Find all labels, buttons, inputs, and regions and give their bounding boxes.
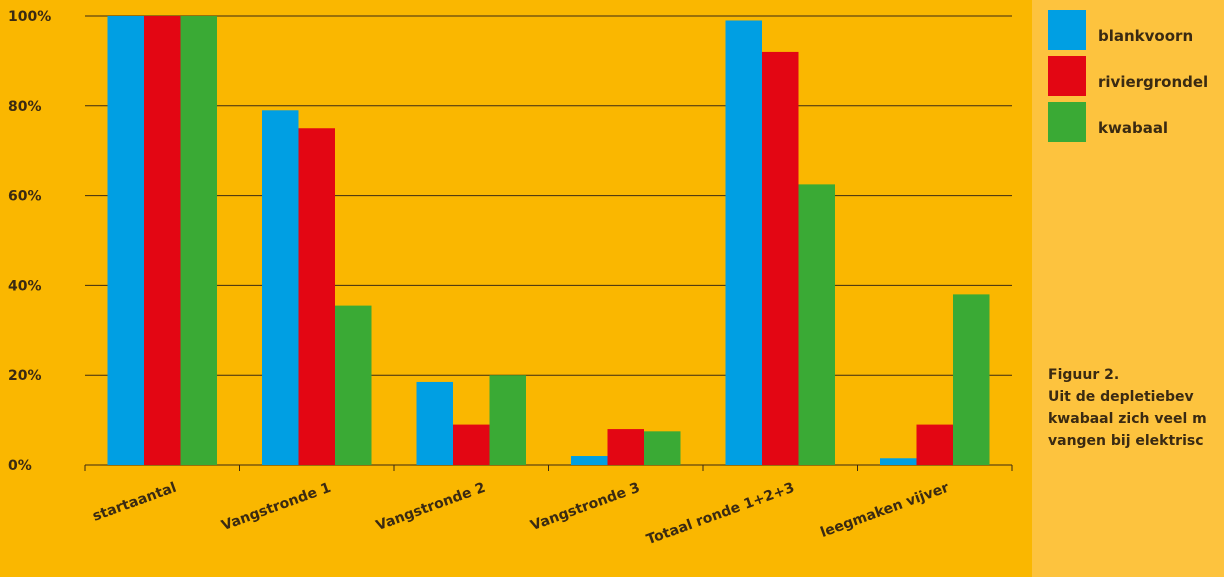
bar [798,184,835,465]
bar [262,110,299,465]
bar [880,458,917,465]
y-tick-label: 0% [8,458,32,474]
bar [762,51,799,466]
bar [607,429,644,465]
bar [416,381,453,465]
legend-label: riviergrondel [1098,73,1209,91]
x-category-label: Vangstronde 1 [219,480,333,534]
x-category-label: Totaal ronde 1+2+3 [644,480,796,548]
legend-swatch [1048,102,1086,142]
legend-swatch [1048,10,1086,50]
y-tick-label: 100% [8,9,51,25]
bar [916,424,953,465]
legend-label: kwabaal [1098,119,1169,137]
legend-label: blankvoorn [1098,27,1194,45]
bar [298,128,335,465]
bar [644,431,681,465]
x-category-label: startaantal [91,480,179,525]
x-category-label: Vangstronde 3 [528,480,642,534]
bar [571,456,608,465]
bar [725,20,762,466]
y-tick-label: 40% [8,278,42,294]
bar-chart: 0% 20% 40% 60% 80% 100% startaantal Vangstronde… [8,9,1013,548]
caption-line-1: Uit de depletiebev [1048,389,1194,405]
bar [144,16,181,465]
figure-caption: Figuur 2. Uit de depletiebev kwabaal zic… [1048,364,1224,452]
bar [180,16,217,465]
y-tick-label: 80% [8,99,42,115]
y-tick-label: 20% [8,368,42,384]
legend-swatch [1048,56,1086,96]
caption-heading: Figuur 2. [1048,367,1120,383]
y-tick-label: 60% [8,189,42,205]
bar [107,16,144,465]
caption-line-3: vangen bij elektrisc [1048,433,1204,449]
x-category-label: leegmaken vijver [818,480,951,541]
bar [335,305,372,465]
side-panel [1032,0,1224,577]
bar [953,294,990,465]
bar [453,424,490,465]
bar [489,375,526,465]
x-category-label: Vangstronde 2 [374,480,488,534]
caption-line-2: kwabaal zich veel m [1048,411,1207,427]
